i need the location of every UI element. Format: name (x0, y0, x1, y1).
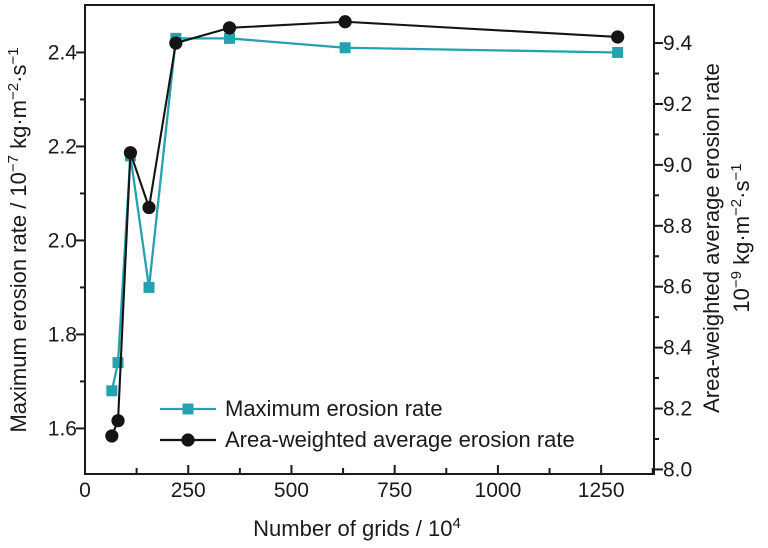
data-point-square-marker (339, 42, 351, 54)
data-point-circle-marker (611, 30, 625, 44)
right-tick-label: 8.6 (663, 276, 692, 299)
right-tick-label: 8.4 (663, 337, 693, 360)
legend: Maximum erosion rate Area-weighted averag… (160, 396, 575, 452)
data-point-square-marker (143, 281, 155, 293)
x-tick-label: 0 (79, 479, 91, 502)
left-tick-label: 1.8 (48, 323, 77, 346)
legend-square-marker (182, 403, 194, 415)
x-tick-label: 1000 (475, 479, 522, 502)
data-point-square-marker (612, 46, 624, 58)
series-area-weighted-average (105, 15, 625, 443)
legend-label: Maximum erosion rate (225, 396, 443, 421)
right-tick-label: 8.0 (663, 458, 692, 481)
left-tick-label: 2.2 (48, 135, 77, 158)
axis-ticks (76, 42, 663, 473)
data-point-square-marker (106, 385, 118, 397)
legend-item: Area-weighted average erosion rate (160, 427, 575, 452)
data-point-circle-marker (169, 36, 183, 50)
x-axis-title: Number of grids / 104 (253, 515, 461, 541)
right-tick-label: 8.8 (663, 215, 692, 238)
data-point-square-marker (112, 357, 124, 369)
left-tick-label: 2.4 (48, 41, 78, 64)
legend-label: Area-weighted average erosion rate (225, 427, 575, 452)
x-tick-label: 500 (274, 479, 309, 502)
data-point-circle-marker (142, 200, 156, 215)
left-tick-label: 1.6 (48, 417, 77, 440)
data-point-circle-marker (111, 414, 125, 428)
right-tick-label: 9.2 (663, 93, 692, 116)
left-tick-label: 2.0 (48, 229, 77, 252)
series-line (110, 20, 618, 437)
x-tick-label: 250 (171, 479, 206, 502)
right-tick-label: 9.4 (663, 32, 693, 55)
right-tick-label: 8.2 (663, 398, 692, 421)
series-line (110, 37, 618, 392)
legend-circle-marker (181, 433, 195, 447)
right-axis-title-line1: Area-weighted average erosion rate (699, 63, 724, 413)
x-tick-label: 1250 (578, 479, 625, 502)
right-tick-label: 9.0 (663, 154, 692, 177)
right-axis-title-line2: 10−9 kg·m−2·s−1 (728, 163, 754, 312)
data-point-square-marker (224, 32, 236, 44)
x-tick-label: 750 (377, 479, 412, 502)
data-point-circle-marker (338, 15, 352, 29)
data-point-circle-marker (123, 146, 138, 160)
data-point-circle-marker (105, 429, 119, 443)
data-point-circle-marker (222, 21, 237, 35)
left-axis-title: Maximum erosion rate / 10−7 kg·m−2·s−1 (5, 47, 31, 432)
legend-item: Maximum erosion rate (160, 396, 443, 421)
